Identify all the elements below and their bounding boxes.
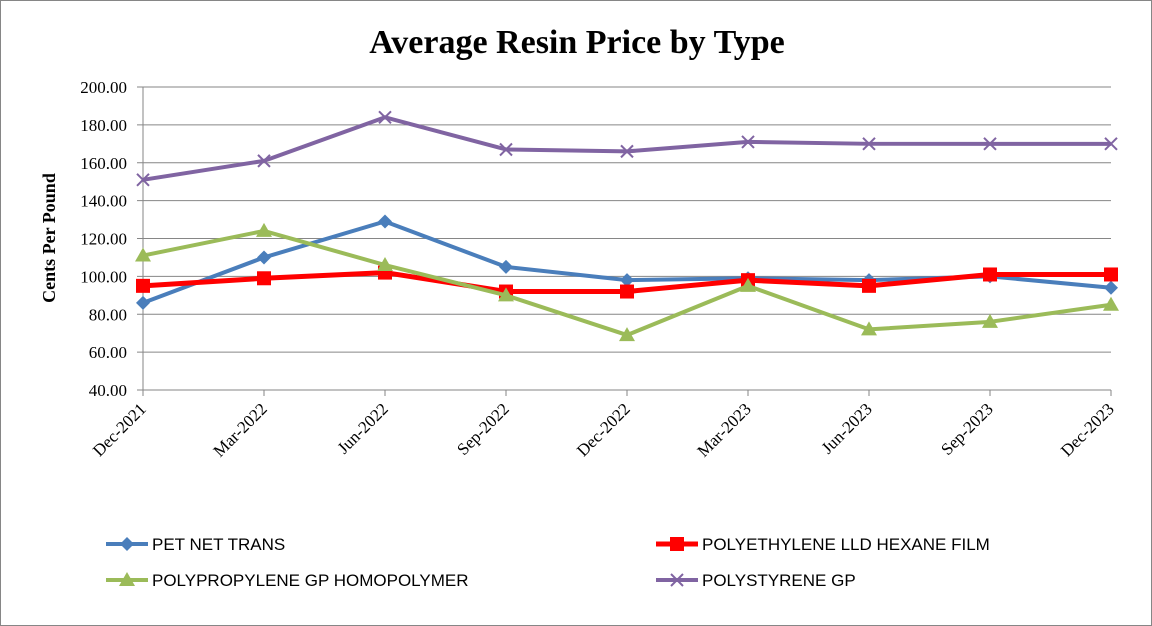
y-tick-label: 80.00 (89, 305, 127, 324)
data-point (620, 284, 634, 299)
x-tick-label: Jun-2023 (818, 399, 876, 457)
data-point (620, 273, 634, 288)
legend-marker (670, 573, 684, 587)
x-tick-label: Jun-2022 (334, 399, 392, 457)
data-point (982, 313, 998, 328)
data-point (499, 259, 513, 274)
data-point (619, 327, 635, 342)
y-tick-label: 160.00 (80, 154, 127, 173)
data-point (1104, 267, 1118, 282)
legend-label: POLYSTYRENE GP (702, 571, 856, 590)
x-tick-label: Mar-2022 (210, 399, 271, 460)
series-polypropylene-gp-homopolymer (135, 222, 1119, 342)
data-point (257, 154, 271, 168)
data-point (620, 144, 634, 159)
legend-marker (670, 537, 684, 551)
data-point (498, 287, 514, 302)
y-tick-label: 120.00 (80, 230, 127, 249)
x-tick-label: Dec-2023 (1057, 399, 1118, 460)
legend: PET NET TRANS POLYETHYLENE LLD HEXANE FIL… (106, 535, 990, 590)
data-point (378, 214, 392, 229)
data-point (983, 267, 997, 282)
legend-item-polypropylene-gp-homopolymer: POLYPROPYLENE GP HOMOPOLYMER (106, 571, 468, 590)
data-point (861, 321, 877, 336)
data-point (862, 278, 876, 293)
data-point (1104, 137, 1118, 151)
legend-item-polyethylene-lld-hexane-film: POLYETHYLENE LLD HEXANE FILM (656, 535, 990, 554)
legend-item-polystyrene-gp: POLYSTYRENE GP (656, 571, 856, 590)
data-point (135, 247, 151, 262)
data-point (136, 295, 150, 310)
legend-label: POLYETHYLENE LLD HEXANE FILM (702, 535, 990, 554)
y-tick-label: 60.00 (89, 343, 127, 362)
legend-marker (120, 537, 134, 551)
data-point (741, 135, 755, 149)
data-point (499, 142, 513, 157)
data-point (862, 137, 876, 151)
y-tick-label: 200.00 (80, 78, 127, 97)
gridlines (143, 86, 1111, 353)
series-polyethylene-lld-hexane-film (136, 265, 1118, 299)
data-point (378, 110, 392, 125)
legend-label: POLYPROPYLENE GP HOMOPOLYMER (152, 571, 468, 590)
chart-title: Average Resin Price by Type (369, 24, 784, 61)
data-point (740, 277, 756, 292)
data-point (136, 278, 150, 293)
data-point (257, 250, 271, 265)
legend-item-pet-net-trans: PET NET TRANS (106, 535, 285, 554)
series-lines (135, 110, 1119, 342)
x-tick-label: Mar-2023 (694, 399, 755, 460)
series-line (142, 115, 1111, 182)
data-point (136, 173, 150, 187)
x-tick-label: Sep-2022 (453, 399, 513, 459)
y-axis-label: Cents Per Pound (39, 173, 59, 303)
y-tick-label: 180.00 (80, 116, 127, 135)
x-tick-label: Sep-2023 (937, 399, 997, 459)
data-point (1103, 296, 1119, 311)
data-point (983, 137, 997, 151)
series-polystyrene-gp (136, 110, 1118, 187)
x-tick-label: Dec-2021 (89, 399, 150, 460)
y-tick-label: 40.00 (89, 381, 127, 400)
data-point (1104, 280, 1118, 295)
legend-marker (119, 572, 135, 586)
data-point (257, 271, 271, 286)
data-point (377, 257, 393, 272)
y-tick-label: 100.00 (80, 267, 127, 286)
x-tick-label: Dec-2022 (573, 399, 634, 460)
legend-label: PET NET TRANS (152, 535, 285, 554)
y-axis-ticks: 40.00 60.00 80.00 100.00 120.00 140.00 160.00 1… (80, 78, 143, 400)
x-axis-ticks: Dec-2021 Mar-2022 Jun-2022 Sep-2022 Dec-2022… (89, 390, 1118, 461)
data-point (256, 222, 272, 237)
y-tick-label: 140.00 (80, 192, 127, 211)
